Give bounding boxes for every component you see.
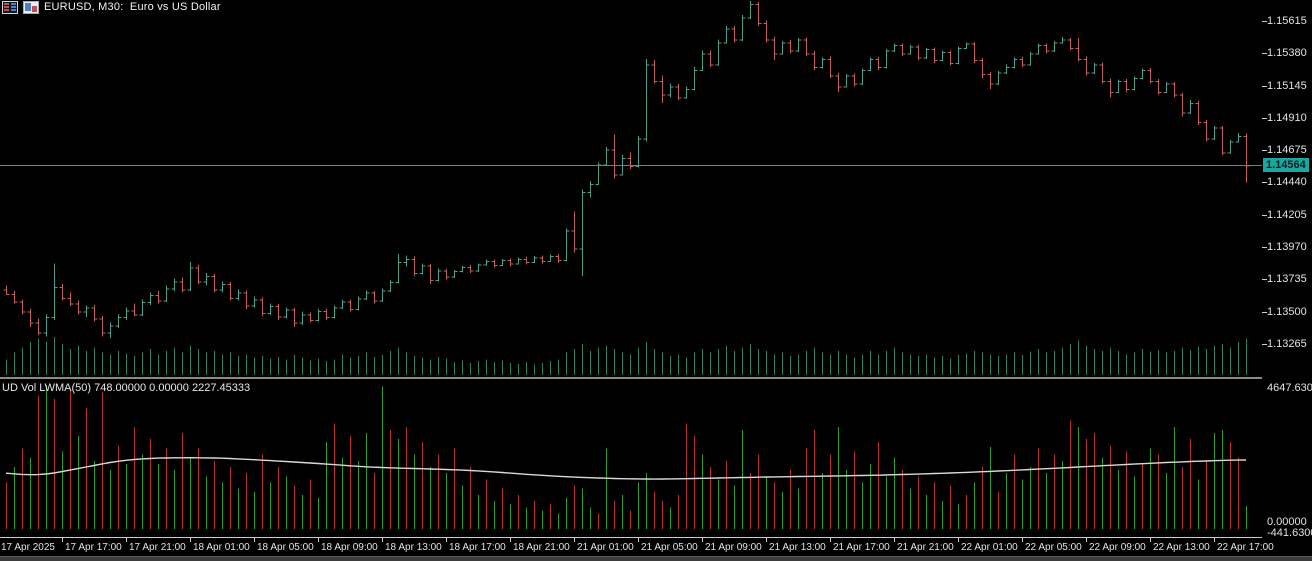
time-tick: [702, 538, 703, 542]
price-axis-label: 1.14910: [1267, 112, 1307, 124]
indicator-max-label: 4647.63000: [1267, 382, 1312, 394]
horizontal-scrollbar[interactable]: [0, 556, 1312, 561]
time-axis-label: 22 Apr 01:00: [961, 542, 1018, 553]
time-tick: [1086, 538, 1087, 542]
udvol-bars-up: [14, 385, 1247, 529]
window-separator[interactable]: [0, 377, 1312, 379]
time-axis-label: 17 Apr 2025: [1, 542, 55, 553]
time-tick: [126, 538, 127, 542]
time-tick: [638, 538, 639, 542]
price-axis-label: 1.15380: [1267, 47, 1307, 59]
time-tick: [318, 538, 319, 542]
price-tick: [1262, 21, 1267, 22]
time-tick: [574, 538, 575, 542]
time-axis-label: 17 Apr 17:00: [65, 542, 122, 553]
time-axis-label: 21 Apr 01:00: [577, 542, 634, 553]
indicator-zero-label: 0.00000: [1267, 516, 1307, 528]
time-tick: [1214, 538, 1215, 542]
time-tick: [766, 538, 767, 542]
price-axis-label: 1.14675: [1267, 144, 1307, 156]
time-axis-label: 18 Apr 17:00: [449, 542, 506, 553]
price-tick: [1262, 312, 1267, 313]
time-axis-label: 18 Apr 09:00: [321, 542, 378, 553]
time-axis-label: 18 Apr 05:00: [257, 542, 314, 553]
price-axis-label: 1.14440: [1267, 176, 1307, 188]
price-tick: [1262, 279, 1267, 280]
time-axis-label: 18 Apr 13:00: [385, 542, 442, 553]
time-axis-label: 22 Apr 05:00: [1025, 542, 1082, 553]
time-axis-label: 21 Apr 17:00: [833, 542, 890, 553]
time-tick: [830, 538, 831, 542]
chart-header: EURUSD, M30: Euro vs US Dollar: [2, 0, 221, 14]
price-axis-label: 1.13735: [1267, 273, 1307, 285]
price-axis-label: 1.13265: [1267, 338, 1307, 350]
ohlc-bars-down: [3, 1, 1250, 337]
time-axis-label: 21 Apr 09:00: [705, 542, 762, 553]
time-tick: [382, 538, 383, 542]
time-tick: [190, 538, 191, 542]
symbol-title: EURUSD, M30: Euro vs US Dollar: [44, 1, 221, 13]
price-tick: [1262, 247, 1267, 248]
time-tick: [1150, 538, 1151, 542]
price-axis-label: 1.13500: [1267, 306, 1307, 318]
ohlc-bars-up: [43, 1, 1242, 338]
price-axis-label: 1.15615: [1267, 15, 1307, 27]
current-price-label: 1.14564: [1263, 158, 1309, 172]
time-axis-label: 17 Apr 21:00: [129, 542, 186, 553]
time-axis-label: 18 Apr 21:00: [513, 542, 570, 553]
volume-histogram: [6, 337, 1247, 375]
time-axis-label: 22 Apr 13:00: [1153, 542, 1210, 553]
price-tick: [1262, 53, 1267, 54]
udvol-bars-down: [6, 389, 1239, 529]
time-tick: [254, 538, 255, 542]
time-tick: [958, 538, 959, 542]
time-tick: [510, 538, 511, 542]
indicator-subwindow[interactable]: [0, 381, 1262, 537]
indicator-min-label: -441.63000: [1267, 527, 1312, 539]
time-axis-label: 21 Apr 13:00: [769, 542, 826, 553]
time-axis-label: 21 Apr 05:00: [641, 542, 698, 553]
time-axis-label: 22 Apr 17:00: [1217, 542, 1274, 553]
indicator-label: UD Vol LWMA(50) 748.00000 0.00000 2227.4…: [2, 382, 251, 394]
chart-window-icon: [23, 0, 39, 14]
time-tick: [1022, 538, 1023, 542]
time-axis-label: 18 Apr 01:00: [193, 542, 250, 553]
main-price-chart[interactable]: [0, 0, 1262, 377]
price-axis-label: 1.15145: [1267, 80, 1307, 92]
price-axis-label: 1.13970: [1267, 241, 1307, 253]
price-axis-label: 1.14205: [1267, 209, 1307, 221]
price-axis[interactable]: [1262, 0, 1312, 537]
time-tick: [894, 538, 895, 542]
price-tick: [1262, 344, 1267, 345]
price-tick: [1262, 182, 1267, 183]
time-tick: [446, 538, 447, 542]
price-tick: [1262, 215, 1267, 216]
market-watch-icon: [2, 0, 18, 14]
lwma-line: [5, 456, 1247, 480]
price-tick: [1262, 150, 1267, 151]
price-tick: [1262, 86, 1267, 87]
price-tick: [1262, 118, 1267, 119]
time-axis-label: 21 Apr 21:00: [897, 542, 954, 553]
time-axis-line: [0, 537, 1262, 538]
time-axis-label: 22 Apr 09:00: [1089, 542, 1146, 553]
time-tick: [62, 538, 63, 542]
